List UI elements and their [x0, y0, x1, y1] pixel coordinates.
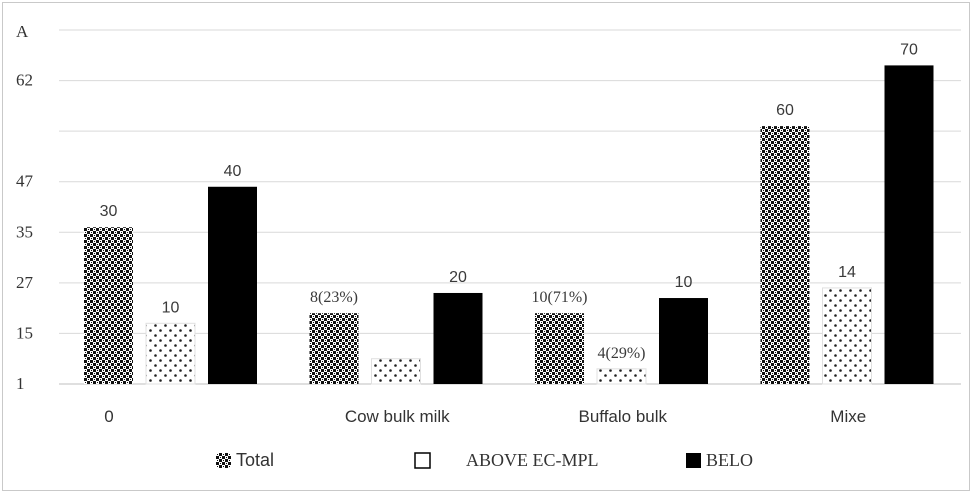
data-label: 30: [100, 203, 118, 220]
data-label: 40: [224, 163, 242, 180]
x-tick-label: Buffalo bulk: [578, 407, 667, 426]
legend-swatch: [686, 453, 701, 468]
legend-label: ABOVE EC-MPL: [466, 450, 599, 470]
bar-total: [760, 126, 810, 384]
y-axis-ticks: 1 15 27 35 47 62: [16, 71, 34, 393]
bar-total: [309, 313, 359, 384]
data-label: 10(71%): [532, 289, 588, 306]
y-tick-label: 15: [16, 323, 33, 342]
y-tick-label: 35: [16, 222, 33, 241]
legend-swatch: [414, 452, 431, 469]
bar-above-ec-mpl: [371, 358, 421, 385]
x-axis-ticks: 0 Cow bulk milk Buffalo bulk Mixe: [104, 407, 866, 426]
bar-belo: [659, 298, 708, 384]
legend-swatch: [216, 453, 231, 468]
y-tick-label: 47: [16, 172, 34, 191]
bar-above-ec-mpl: [596, 368, 647, 385]
y-tick-label: 1: [16, 374, 25, 393]
bar-belo: [208, 186, 257, 384]
x-tick-label: Mixe: [830, 407, 866, 426]
bar-chart: 1 15 27 35 47 62 A 30 10 40 8(23%) 20 10(71%) 4(29%…: [16, 22, 961, 470]
data-label: 60: [776, 102, 794, 119]
data-label: 10: [162, 299, 180, 316]
bar-above-ec-mpl: [145, 322, 196, 385]
y-tick-label: 27: [16, 273, 34, 292]
data-label: 14: [838, 264, 856, 281]
data-labels: 30 10 40 8(23%) 20 10(71%) 4(29%) 10 60 14 70: [100, 41, 918, 361]
y-axis-title: A: [16, 22, 29, 41]
legend-label: BELO: [706, 450, 753, 470]
legend-label: Total: [236, 450, 274, 470]
data-label: 8(23%): [310, 289, 358, 306]
y-tick-label: 62: [16, 71, 33, 90]
data-label: 4(29%): [598, 345, 646, 362]
x-tick-label: 0: [104, 407, 113, 426]
bar-above-ec-mpl: [822, 287, 872, 385]
data-label: 70: [900, 41, 918, 58]
bar-belo: [884, 65, 934, 385]
data-label: 10: [675, 274, 693, 291]
legend: Total ABOVE EC-MPL BELO: [216, 450, 753, 470]
x-tick-label: Cow bulk milk: [345, 407, 450, 426]
bars: [84, 65, 934, 385]
bar-total: [535, 313, 584, 384]
data-label: 20: [449, 269, 467, 286]
bar-total: [84, 227, 133, 384]
bar-belo: [433, 292, 483, 384]
